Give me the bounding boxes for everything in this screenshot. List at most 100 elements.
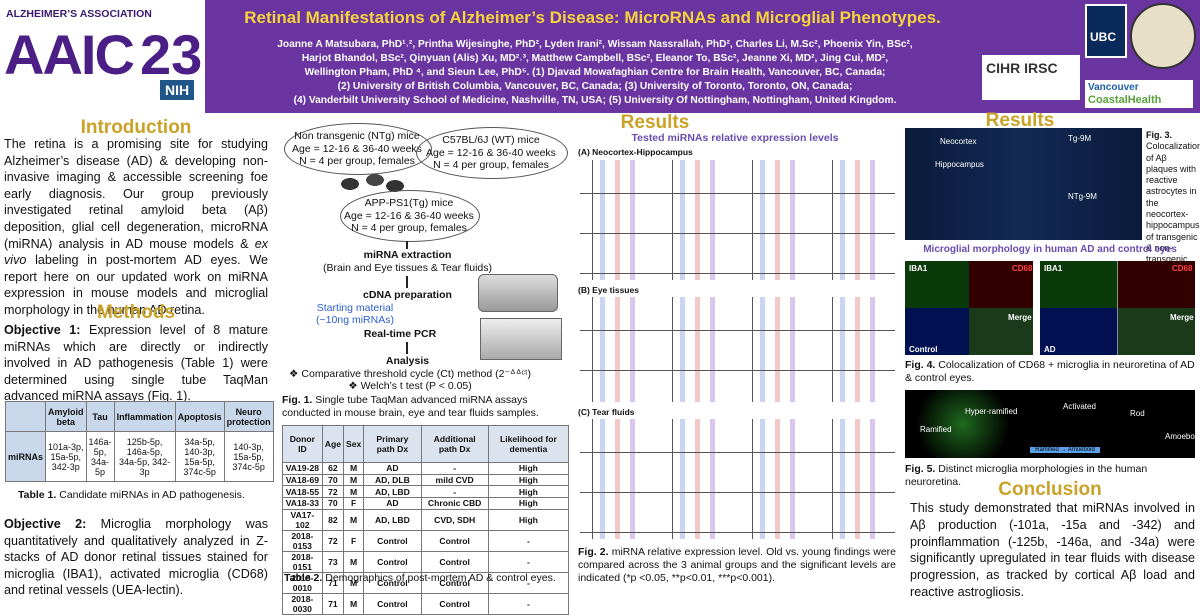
instrument-1 bbox=[478, 274, 558, 312]
arrow bbox=[406, 241, 408, 249]
cell: VA18-69 bbox=[282, 473, 323, 487]
cell: VA18-33 bbox=[282, 497, 323, 510]
stain-label: CD68 bbox=[1172, 264, 1193, 273]
column-header: Tau bbox=[85, 401, 115, 432]
results-heading: Results bbox=[620, 112, 690, 133]
poster: ALZHEIMER’S ASSOCIATION AAIC 23 NIH Reti… bbox=[4, 0, 1200, 615]
label: Fig. 3. bbox=[1146, 130, 1173, 140]
text: Comparative threshold cycle (Ct) method … bbox=[301, 368, 531, 380]
cell: 125b-5p, 146a-5p, 34a-5p, 342-3p bbox=[113, 431, 176, 482]
cell: 146a-5p, 34a-5p bbox=[85, 431, 115, 482]
logo-box-ubc bbox=[1085, 4, 1127, 58]
arrow bbox=[406, 342, 408, 354]
cell: 2018-0151 bbox=[282, 550, 323, 573]
conclusion-heading: Conclusion bbox=[998, 479, 1102, 500]
column-header: Primary path Dx bbox=[363, 425, 422, 463]
column-header: Neuro protection bbox=[223, 401, 274, 432]
cell: Chronic CBD bbox=[420, 497, 489, 510]
morph-label: Amoeboid bbox=[1165, 432, 1200, 441]
intro-text: The retina is a promising site for study… bbox=[4, 136, 268, 319]
cell: AD, DLB bbox=[363, 473, 422, 487]
corner bbox=[4, 401, 47, 432]
cell: 62 bbox=[321, 462, 344, 475]
text: Welch’s t test (P < 0.05) bbox=[360, 380, 472, 392]
cell: High bbox=[487, 473, 570, 487]
logo-ubc: UBC bbox=[1090, 30, 1116, 44]
fig-1-caption: Fig. 1. Single tube TaqMan advanced miRN… bbox=[282, 394, 570, 420]
morph-label: Ramified bbox=[920, 425, 952, 434]
cell: Control bbox=[420, 529, 489, 552]
cell: - bbox=[420, 462, 489, 475]
line: Age = 12-16 & 36-40 weeks bbox=[292, 142, 422, 155]
cell: Control bbox=[363, 592, 422, 615]
image-label: NTg-9M bbox=[1068, 192, 1097, 201]
step: cDNA preparation bbox=[363, 289, 452, 301]
group-label: AD bbox=[1044, 345, 1056, 354]
morph-label: Rod bbox=[1130, 409, 1145, 418]
stain-label: Merge bbox=[1170, 313, 1194, 322]
cell: 101a-3p, 15a-5p, 342-3p bbox=[45, 431, 87, 482]
cell: M bbox=[342, 592, 365, 615]
line: N = 4 per group, females bbox=[351, 222, 467, 234]
logo-vch-1: Vancouver bbox=[1088, 82, 1139, 93]
bullet: ❖ Comparative threshold cycle (Ct) metho… bbox=[289, 368, 531, 380]
arrow bbox=[406, 276, 408, 288]
label: Fig. 1. bbox=[282, 394, 313, 406]
row: 2018-0153 72 F Control Control - bbox=[282, 529, 570, 552]
cell: 72 bbox=[321, 485, 344, 499]
cell: 2018-0153 bbox=[282, 529, 323, 552]
cell: 140-3p, 15a-5p, 374c-5p bbox=[223, 431, 274, 482]
cell: AD bbox=[363, 462, 422, 475]
cell: 73 bbox=[321, 550, 344, 573]
cell: AD, LBD bbox=[363, 508, 422, 531]
logo-box-vch bbox=[1085, 80, 1193, 108]
morph-label: Activated bbox=[1063, 402, 1096, 411]
cell: 82 bbox=[321, 508, 344, 531]
header-row: Amyloid beta Tau Inflammation Apoptosis Neur… bbox=[4, 401, 274, 432]
label: Fig. 2. bbox=[578, 546, 609, 558]
morph-scale: Ramified → Amoeboid bbox=[1030, 447, 1100, 453]
cell: VA18-55 bbox=[282, 485, 323, 499]
title: Retinal Manifestations of Alzheimer’s Di… bbox=[244, 8, 941, 27]
row: VA18-55 72 M AD, LBD - High bbox=[282, 485, 570, 499]
author-line: Harjot Bhandol, BSc², Qinyuan (Alis) Xu,… bbox=[301, 53, 889, 64]
cell: M bbox=[342, 485, 365, 499]
table-1: Amyloid beta Tau Inflammation Apoptosis Neur… bbox=[4, 401, 274, 482]
fig-4-image bbox=[905, 261, 1033, 355]
text: labeling in post-mortem AD eyes. We repo… bbox=[4, 253, 268, 317]
logo-cihr: CIHR IRSC bbox=[986, 60, 1058, 76]
text: Colocalization of CD68 + microglia in ne… bbox=[905, 359, 1195, 384]
cell: VA17-102 bbox=[282, 508, 323, 531]
cell: - bbox=[487, 529, 570, 552]
cell: Control bbox=[363, 529, 422, 552]
fig-5-image bbox=[905, 390, 1195, 458]
cell: M bbox=[342, 473, 365, 487]
row: 2018-0151 73 M Control Control - bbox=[282, 550, 570, 573]
conclusion-text: This study demonstrated that miRNAs invo… bbox=[910, 501, 1195, 599]
cell: M bbox=[342, 508, 365, 531]
step: miRNA extraction bbox=[363, 249, 452, 261]
text: Demographics of post-mortem AD & control… bbox=[322, 572, 556, 584]
intro-heading: Introduction bbox=[80, 117, 192, 138]
mice bbox=[335, 172, 405, 194]
author-line: (4) Vanderbilt University School of Medi… bbox=[293, 95, 897, 106]
row: VA19-28 62 M AD - High bbox=[282, 462, 570, 475]
text: Distinct microglia morphologies in the h… bbox=[905, 463, 1148, 488]
cell: High bbox=[487, 508, 570, 531]
logo-vch-2: CoastalHealth bbox=[1088, 94, 1162, 106]
text: miRNA relative expression level. Old vs.… bbox=[578, 546, 896, 584]
image-label: Tg-9M bbox=[1068, 134, 1092, 143]
ntg-text: Non transgenic (NTg) mice Age = 12-16 & 3… bbox=[284, 130, 430, 168]
label: Table 1. bbox=[18, 489, 57, 501]
panel-c bbox=[580, 419, 895, 539]
column-header: Donor ID bbox=[282, 425, 323, 463]
tg-text: APP-PS1(Tg) mice Age = 12-16 & 36-40 week… bbox=[340, 197, 478, 235]
cell: - bbox=[487, 592, 570, 615]
row: VA18-69 70 M AD, DLB mild CVD High bbox=[282, 473, 570, 487]
logo-nih: NIH bbox=[160, 80, 195, 100]
table-1-caption: Table 1. Candidate miRNAs in AD pathogen… bbox=[18, 489, 268, 502]
label: Fig. 5. bbox=[905, 463, 936, 475]
fig-4-image bbox=[1040, 261, 1195, 355]
instrument-2 bbox=[480, 318, 562, 360]
fig-5-caption: Fig. 5. Distinct microglia morphologies … bbox=[905, 463, 1197, 489]
